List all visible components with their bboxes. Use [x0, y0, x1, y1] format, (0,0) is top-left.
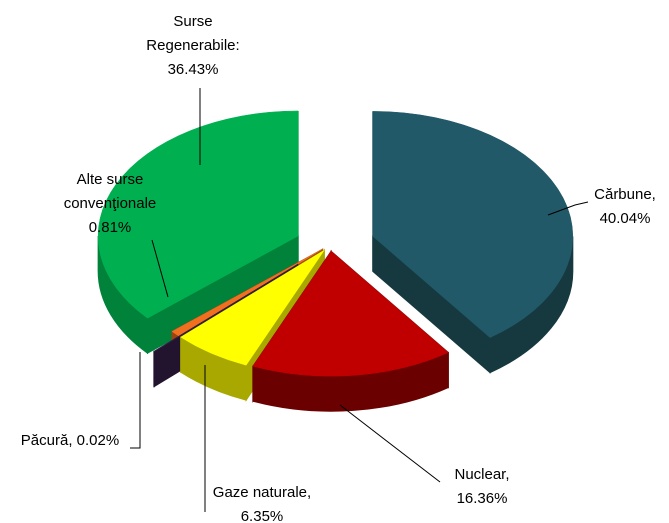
slice-top [97, 110, 299, 319]
leader-line [151, 239, 169, 298]
data-label: Nuclear, [454, 466, 509, 483]
slice-top [153, 264, 298, 352]
data-label: Surse [173, 13, 212, 30]
data-label: Gaze naturale, [213, 484, 311, 501]
data-label: 6.35% [241, 508, 284, 523]
data-label: 40.04% [600, 210, 651, 227]
data-label: Alte surse [77, 171, 144, 188]
data-label: 0.81% [89, 219, 132, 236]
data-label: Cărbune, [594, 186, 656, 203]
data-label: Păcură, 0.02% [21, 432, 119, 449]
data-label: 16.36% [457, 490, 508, 507]
slice [372, 111, 574, 374]
slice-top [180, 249, 325, 366]
slice-top [372, 111, 574, 338]
slice-top [252, 250, 449, 377]
leader-line [130, 352, 141, 449]
leader-line [547, 201, 589, 216]
data-label: convenţionale [64, 195, 157, 212]
data-label: Regenerabile: [146, 37, 239, 54]
leader-line [339, 404, 441, 483]
data-label: 36.43% [168, 61, 219, 78]
slice [252, 249, 449, 412]
